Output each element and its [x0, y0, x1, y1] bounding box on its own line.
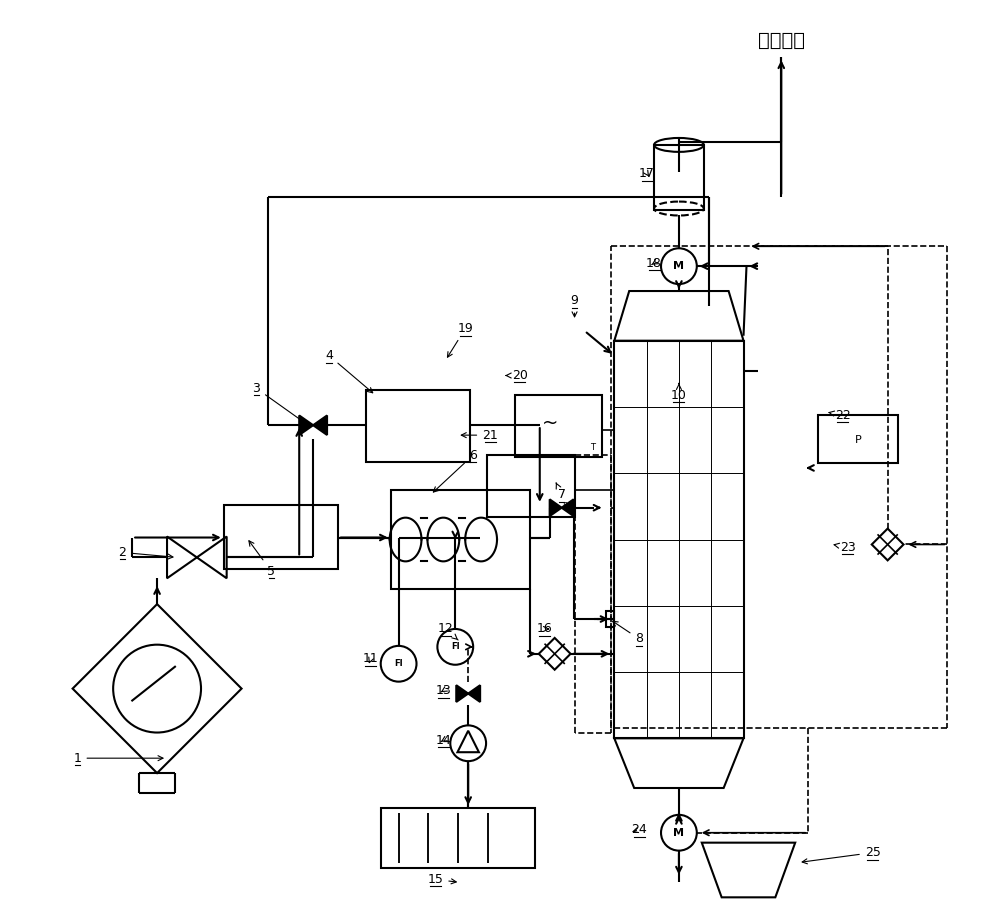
Text: 8: 8	[613, 621, 643, 645]
Bar	[366, 390, 470, 462]
Polygon shape	[562, 499, 574, 516]
Polygon shape	[468, 685, 480, 702]
Text: 9: 9	[571, 295, 578, 317]
Bar	[381, 808, 535, 868]
Bar	[614, 341, 744, 738]
Text: 12: 12	[437, 622, 458, 640]
Text: T: T	[590, 442, 595, 452]
Text: 10: 10	[671, 384, 687, 402]
Text: M: M	[673, 828, 684, 838]
Bar	[224, 505, 338, 569]
Polygon shape	[456, 685, 468, 702]
Polygon shape	[299, 416, 313, 435]
Text: 7: 7	[556, 483, 566, 501]
Text: 16: 16	[537, 622, 553, 635]
Text: 20: 20	[506, 369, 528, 382]
Text: 13: 13	[435, 684, 451, 697]
Text: P: P	[562, 502, 567, 511]
Text: 6: 6	[433, 449, 477, 492]
Text: P: P	[854, 435, 861, 445]
Polygon shape	[550, 499, 562, 516]
Bar	[391, 490, 530, 589]
Bar	[487, 455, 575, 517]
Text: 5: 5	[249, 541, 275, 577]
Text: 3: 3	[253, 382, 305, 423]
Text: 24: 24	[631, 823, 647, 836]
Text: 19: 19	[447, 322, 473, 357]
Text: 4: 4	[325, 349, 373, 393]
Bar	[515, 396, 602, 457]
Text: 排入大气: 排入大气	[758, 31, 805, 50]
Text: FI: FI	[451, 643, 460, 652]
Text: 25: 25	[802, 846, 881, 864]
Text: 22: 22	[829, 409, 851, 421]
Text: 11: 11	[363, 653, 379, 666]
Circle shape	[437, 629, 473, 665]
Polygon shape	[313, 416, 327, 435]
Text: 17: 17	[639, 167, 655, 180]
Text: 15: 15	[427, 873, 456, 886]
Circle shape	[381, 646, 417, 682]
Text: 21: 21	[461, 429, 498, 442]
Text: M: M	[673, 262, 684, 271]
Text: ~: ~	[542, 414, 558, 432]
Text: 23: 23	[834, 541, 856, 554]
Text: 18: 18	[646, 257, 662, 270]
Bar	[818, 415, 898, 463]
Text: FI: FI	[394, 659, 403, 668]
Bar	[654, 145, 704, 209]
Text: 14: 14	[435, 733, 451, 746]
Bar	[606, 611, 614, 627]
Text: 1: 1	[74, 752, 163, 765]
Text: 2: 2	[118, 546, 173, 559]
